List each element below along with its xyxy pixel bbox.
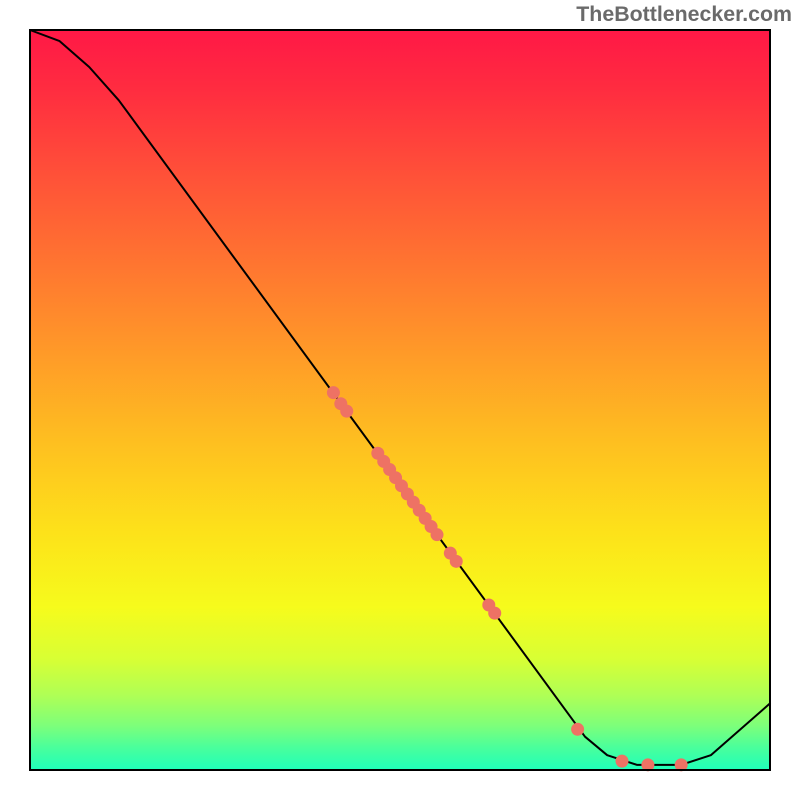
bottleneck-chart: TheBottlenecker.com xyxy=(0,0,800,800)
chart-svg xyxy=(0,0,800,800)
watermark-text: TheBottlenecker.com xyxy=(576,2,792,27)
